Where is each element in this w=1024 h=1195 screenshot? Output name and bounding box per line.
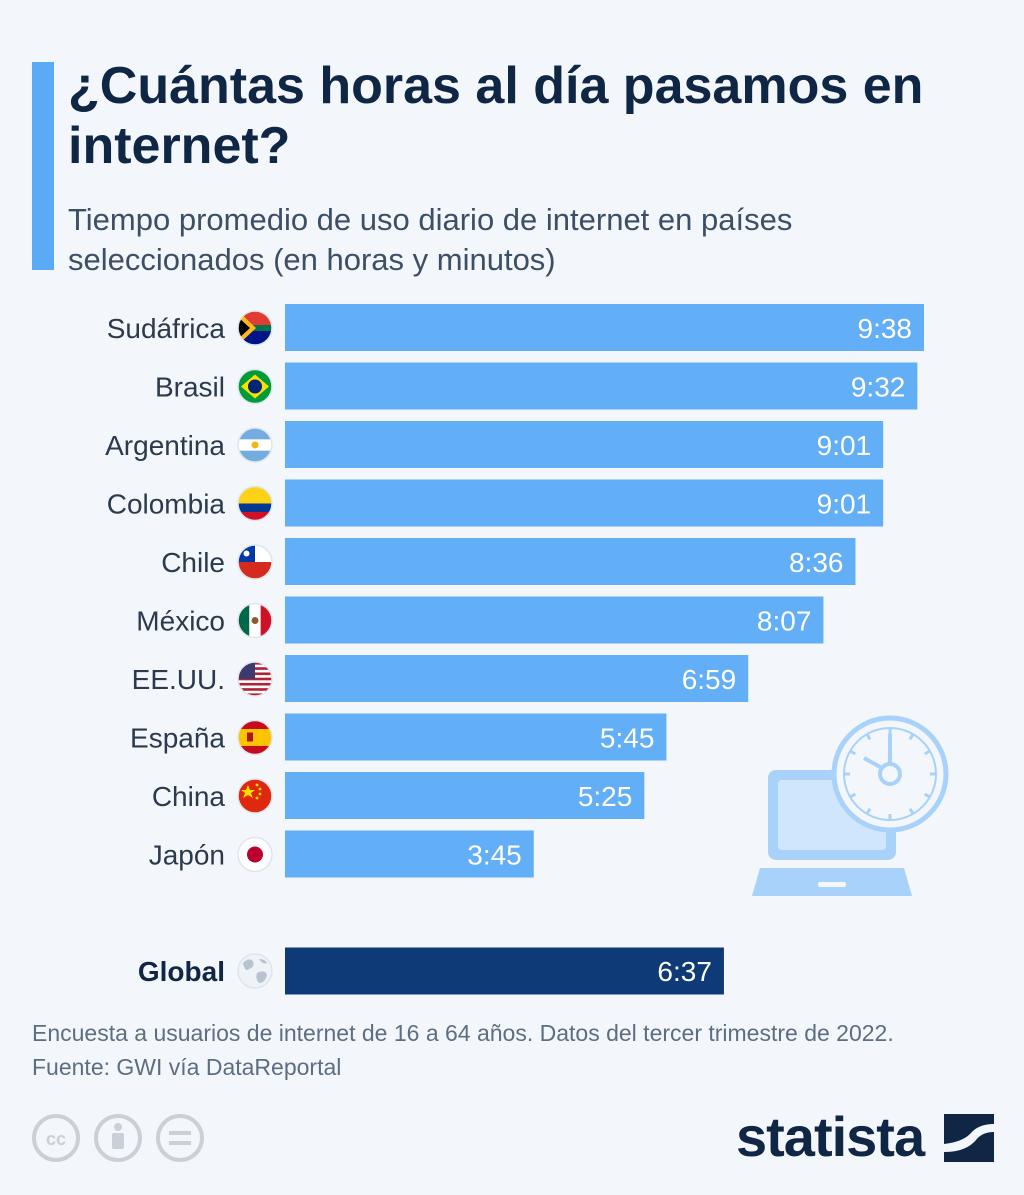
category-label-ee-uu: EE.UU. (132, 664, 225, 695)
category-label-espana: España (130, 723, 225, 754)
category-label-colombia: Colombia (107, 489, 226, 520)
bar-argentina (285, 421, 884, 468)
value-label-espana: 5:45 (600, 723, 655, 754)
value-label-brasil: 9:32 (851, 372, 906, 403)
footnote: Encuesta a usuarios de internet de 16 a … (32, 1016, 1012, 1084)
value-label-ee-uu: 6:59 (682, 664, 737, 695)
value-label-chile: 8:36 (789, 547, 844, 578)
bar-mexico (285, 596, 824, 644)
category-label-china: China (152, 781, 226, 812)
source-note: Fuente: GWI vía DataReportal (32, 1054, 342, 1080)
category-label-global: Global (138, 956, 225, 987)
value-label-argentina: 9:01 (817, 430, 872, 461)
value-label-colombia: 9:01 (817, 489, 872, 520)
chart-subtitle: Tiempo promedio de uso diario de interne… (68, 202, 793, 277)
argentina-flag-icon (238, 428, 272, 462)
colombia-flag-icon (238, 486, 272, 521)
bar-china (285, 772, 645, 819)
category-label-chile: Chile (161, 547, 225, 578)
chart-title: ¿Cuántas horas al día pasamos en interne… (68, 57, 924, 175)
stopwatch-icon (831, 715, 949, 833)
brazil-flag-icon (238, 369, 272, 404)
value-label-mexico: 8:07 (757, 606, 812, 637)
license-icons: cc (32, 1114, 204, 1162)
statista-logo-icon (944, 1114, 994, 1162)
value-label-japon: 3:45 (467, 840, 522, 871)
value-label-global: 6:37 (657, 956, 712, 987)
bar-chile (285, 538, 856, 585)
globe-icon (238, 954, 272, 988)
category-label-argentina: Argentina (105, 430, 225, 461)
bar-japon (285, 830, 534, 878)
no-derivatives-icon (156, 1114, 204, 1162)
statista-logo-text: statista (736, 1105, 925, 1168)
survey-note: Encuesta a usuarios de internet de 16 a … (32, 1020, 894, 1046)
category-label-brasil: Brasil (155, 372, 225, 403)
attribution-icon (94, 1114, 142, 1162)
bar-chart: Sudáfrica 9:38 Brasil 9:32 Argentina 9:01 Colo… (105, 304, 949, 995)
svg-text:cc: cc (46, 1129, 66, 1149)
bar-ee-uu (285, 655, 749, 702)
japan-flag-icon (238, 837, 272, 872)
category-label-sudafrica: Sudáfrica (107, 313, 226, 344)
spain-flag-icon (238, 720, 272, 755)
category-label-japon: Japón (149, 840, 225, 871)
bar-global (285, 947, 724, 995)
value-label-sudafrica: 9:38 (858, 313, 913, 344)
title-accent-bar (32, 62, 54, 270)
creative-commons-icon: cc (32, 1114, 80, 1162)
south-africa-flag-icon (238, 311, 272, 345)
bar-brasil (285, 362, 918, 410)
bar-colombia (285, 479, 884, 527)
mexico-flag-icon (238, 603, 272, 638)
china-flag-icon (238, 779, 272, 813)
bar-espana (285, 713, 667, 761)
bar-sudafrica (285, 304, 924, 351)
category-label-mexico: México (136, 606, 225, 637)
value-label-china: 5:25 (578, 781, 633, 812)
